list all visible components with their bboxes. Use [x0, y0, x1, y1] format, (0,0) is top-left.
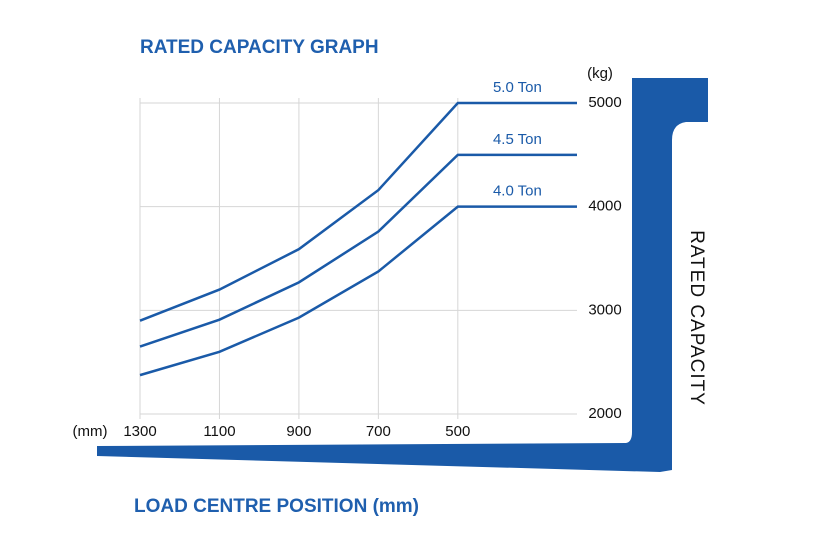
y-axis-label: RATED CAPACITY: [686, 230, 707, 406]
series-line: [139, 101, 577, 322]
series-label: 5.0 Ton: [493, 79, 542, 96]
fork-shape: [97, 78, 708, 472]
x-tick-label: 500: [445, 423, 470, 440]
series-label: 4.0 Ton: [493, 183, 542, 200]
y-tick-label: 3000: [588, 301, 621, 318]
series-line: [139, 205, 577, 377]
x-tick-label: 1300: [123, 423, 156, 440]
y-tick-label: 4000: [588, 198, 621, 215]
x-tick-label: 1100: [203, 423, 235, 440]
x-axis-label: LOAD CENTRE POSITION (mm): [134, 496, 419, 517]
y-tick-label: 5000: [588, 94, 621, 111]
x-tick-label: 900: [286, 423, 311, 440]
y-tick-label: 2000: [588, 405, 621, 422]
x-tick-label: 700: [366, 423, 391, 440]
y-unit: (kg): [587, 65, 613, 82]
series-label: 4.5 Ton: [493, 131, 542, 148]
x-unit: (mm): [73, 423, 108, 440]
series-line: [139, 153, 577, 348]
chart-title: RATED CAPACITY GRAPH: [140, 37, 379, 58]
